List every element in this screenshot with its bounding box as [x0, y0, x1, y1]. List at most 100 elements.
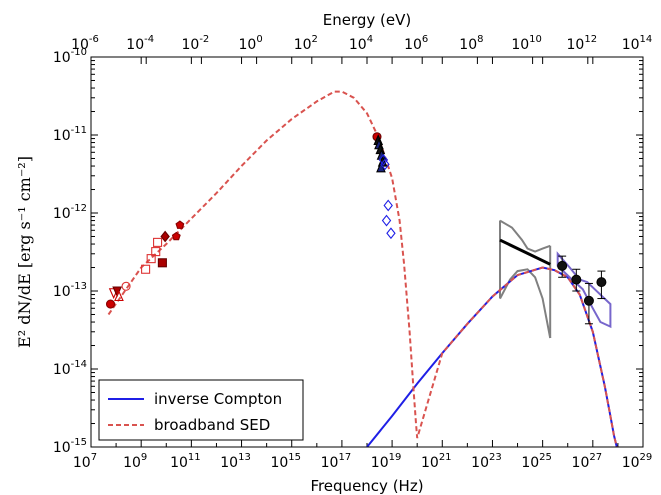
- top-tick-label-base: 10: [71, 37, 89, 53]
- top-tick-label-exponent: 6: [422, 34, 428, 45]
- y-tick-label-base: 10: [53, 440, 71, 456]
- top-tick-label-base: 10: [294, 37, 312, 53]
- legend-label-inverse-compton: inverse Compton: [154, 390, 282, 408]
- x-tick-label: 1013: [220, 452, 251, 471]
- x-tick-label-exponent: 27: [589, 452, 602, 463]
- data-point-diamond: [378, 153, 389, 166]
- x-tick-label-base: 10: [220, 455, 238, 471]
- top-tick-label-exponent: 0: [256, 34, 262, 45]
- top-tick-label-base: 10: [459, 37, 477, 53]
- top-tick-label-base: 10: [567, 37, 585, 53]
- y-tick-label-exponent: -11: [71, 125, 87, 136]
- lat-bowtie-upper: [499, 219, 551, 253]
- top-tick-label-exponent: 12: [584, 34, 597, 45]
- x-tick-label: 1017: [321, 452, 352, 471]
- top-tick-label: 10-6: [71, 34, 99, 53]
- x-tick-label-exponent: 29: [640, 452, 653, 463]
- x-tick-label: 1011: [170, 452, 201, 471]
- data-point-diamond: [380, 158, 390, 171]
- x-tick-label-exponent: 11: [188, 452, 201, 463]
- data-point-square: [141, 264, 151, 274]
- y-axis-title: E² dN/dE [erg s⁻¹ cm⁻²]: [15, 156, 34, 348]
- x-tick-label-base: 10: [622, 455, 640, 471]
- plot-data: [105, 90, 618, 447]
- y-tick-label-exponent: -13: [71, 281, 87, 292]
- y-tick-label-base: 10: [53, 284, 71, 300]
- x-tick-label-exponent: 21: [439, 452, 452, 463]
- x-tick-label-base: 10: [572, 455, 590, 471]
- data-point-square: [146, 254, 156, 264]
- lat-bowtie-lower: [499, 268, 552, 339]
- broadband-sed-curve: [107, 90, 618, 447]
- top-tick-label-exponent: 10: [529, 34, 542, 45]
- y-tick-label-base: 10: [53, 362, 71, 378]
- axis-ticks: 107 109 1011 1013 1015 1017 1019 1021 1023 1025 10…: [53, 34, 652, 471]
- x-tick-label: 1029: [622, 452, 653, 471]
- top-tick-label-base: 10: [238, 37, 256, 53]
- top-axis-title: Energy (eV): [323, 11, 411, 29]
- x-tick-label-base: 10: [471, 455, 489, 471]
- data-point-circle: [121, 281, 131, 291]
- data-point-circle: [105, 299, 116, 309]
- x-tick-label-base: 10: [170, 455, 188, 471]
- data-point-diamond: [160, 230, 170, 243]
- x-tick-label-exponent: 7: [91, 452, 97, 463]
- x-tick-label-base: 10: [421, 455, 439, 471]
- top-tick-label-exponent: 14: [640, 34, 653, 45]
- top-tick-label-base: 10: [349, 37, 367, 53]
- x-tick-label-exponent: 13: [238, 452, 251, 463]
- lat-best-fit-line: [499, 238, 551, 266]
- top-tick-label: 10-2: [181, 34, 209, 53]
- x-tick-label: 107: [73, 452, 97, 471]
- top-tick-label: 108: [459, 34, 483, 53]
- data-point-pentagon: [175, 220, 185, 229]
- x-tick-label: 1019: [371, 452, 402, 471]
- data-point-diamond: [381, 214, 392, 227]
- top-tick-label-exponent: 2: [312, 34, 318, 45]
- x-tick-label-exponent: 19: [389, 452, 402, 463]
- legend-box: [98, 379, 304, 441]
- x-tick-label-base: 10: [73, 455, 91, 471]
- y-tick-label-exponent: -15: [71, 437, 87, 448]
- x-tick-label-base: 10: [521, 455, 539, 471]
- x-tick-label-exponent: 9: [141, 452, 147, 463]
- top-tick-label: 10-4: [126, 34, 154, 53]
- tev-data-point: [596, 277, 607, 288]
- y-tick-label: 10-11: [53, 125, 87, 144]
- data-point-diamond: [383, 199, 393, 212]
- x-tick-label-exponent: 15: [288, 452, 301, 463]
- y-tick-label: 10-12: [53, 203, 87, 222]
- legend: inverse Compton broadband SED: [98, 379, 304, 441]
- y-tick-label: 10-14: [53, 359, 87, 378]
- y-tick-label-base: 10: [53, 50, 71, 66]
- plot-frame: [90, 56, 644, 448]
- top-tick-label: 106: [404, 34, 428, 53]
- x-tick-label: 1025: [521, 452, 552, 471]
- y-tick-label-base: 10: [53, 206, 71, 222]
- y-tick-label-base: 10: [53, 128, 71, 144]
- top-tick-label-base: 10: [181, 37, 199, 53]
- x-tick-label: 109: [123, 452, 147, 471]
- x-tick-label: 1021: [421, 452, 452, 471]
- data-point-square: [151, 247, 161, 257]
- data-point-square: [157, 258, 167, 268]
- top-tick-label: 1010: [511, 34, 542, 53]
- y-tick-label: 10-13: [53, 281, 87, 300]
- tev-data-point: [557, 260, 568, 271]
- y-tick-label-exponent: -10: [71, 47, 87, 58]
- tev-data-point: [571, 274, 582, 285]
- top-tick-label: 1012: [567, 34, 598, 53]
- x-tick-label: 1015: [270, 452, 301, 471]
- top-tick-label: 1014: [622, 34, 653, 53]
- x-tick-label-exponent: 25: [539, 452, 552, 463]
- x-tick-label-exponent: 23: [489, 452, 502, 463]
- top-tick-label-base: 10: [511, 37, 529, 53]
- x-axis-title: Frequency (Hz): [310, 477, 423, 495]
- tev-data-point: [583, 295, 594, 306]
- top-tick-label-base: 10: [126, 37, 144, 53]
- x-tick-label: 1027: [572, 452, 603, 471]
- x-tick-label: 1023: [471, 452, 502, 471]
- data-point-square: [153, 237, 163, 247]
- x-tick-label-base: 10: [371, 455, 389, 471]
- legend-label-broadband-sed: broadband SED: [154, 416, 270, 434]
